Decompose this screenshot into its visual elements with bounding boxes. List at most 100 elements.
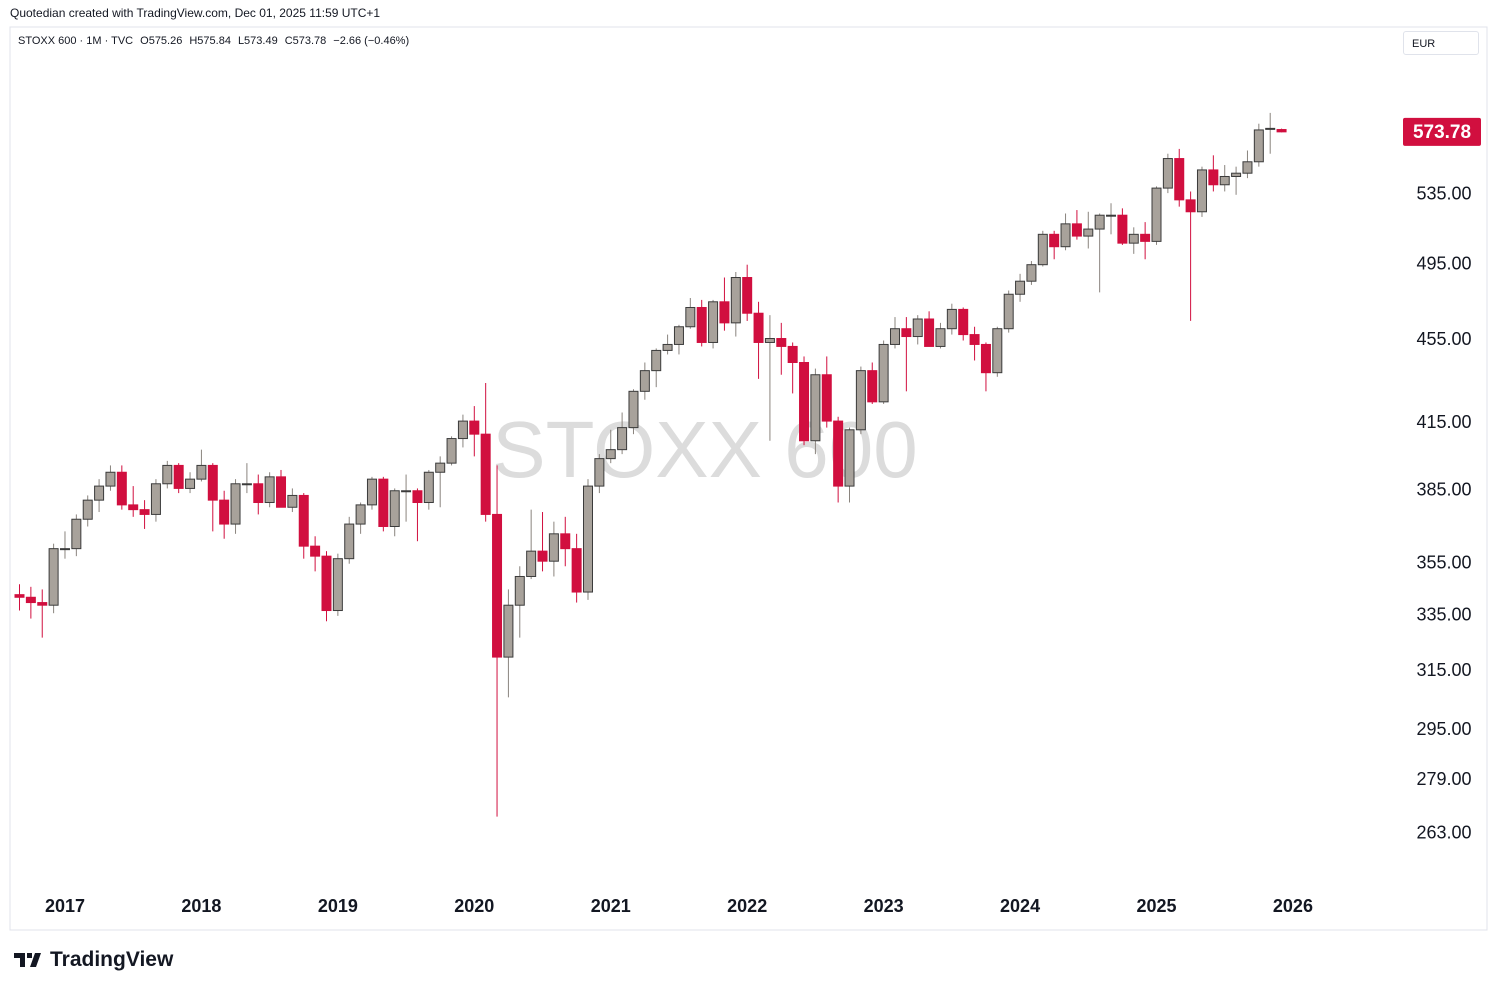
x-tick-label: 2025 [1136,896,1176,916]
candle-body [287,494,298,508]
candle-body [219,499,230,525]
candle-body [548,533,559,562]
candle-body [1253,129,1264,163]
candle-body [753,312,764,343]
y-tick-label: 315.00 [1416,660,1471,680]
candle-body [276,476,287,508]
y-tick-label: 335.00 [1416,605,1471,625]
candle-body [935,328,946,347]
candle-body [537,550,548,562]
last-price-box [1403,117,1481,146]
currency-button[interactable]: EUR [1403,31,1479,55]
candle-body [366,478,377,506]
candle-body [128,504,139,511]
candle-body [628,390,639,429]
y-tick-label: 295.00 [1416,719,1471,739]
candle-body [310,545,321,557]
candle-body [1196,169,1207,213]
candle-body [912,318,923,338]
candle-body [810,374,821,442]
candle-body [94,485,105,501]
candle-body [173,464,184,489]
candle-body [901,328,912,338]
candle-body [855,370,866,431]
x-tick-label: 2022 [727,896,767,916]
candle-body [1276,129,1287,133]
candle-body [355,504,366,525]
candle-body [71,518,82,550]
candle-body [685,306,696,328]
x-tick-label: 2017 [45,896,85,916]
candle-body [867,370,878,403]
candle-body [378,478,389,527]
candle-body [253,483,264,504]
candle-body [821,374,832,422]
candle-body [719,301,730,324]
candle-body [150,483,161,515]
candle-body [844,429,855,487]
legend-item: L573.49 [237,35,278,47]
candle-body [1049,233,1060,248]
candle-body [1140,233,1151,242]
candle-body [37,602,48,606]
y-tick-label: 415.00 [1416,412,1471,432]
candle-body [412,490,423,504]
legend-item: H575.84 [189,35,231,47]
candle-body [1128,233,1139,244]
y-tick-label: 495.00 [1416,253,1471,273]
candle-body [82,499,93,520]
candle-body [401,490,412,493]
candle-body [139,509,150,515]
candle-body [1117,214,1128,244]
candle-body [1185,199,1196,213]
candle-body [492,513,503,658]
y-tick-label: 385.00 [1416,480,1471,500]
candle-body [639,370,650,392]
legend-item: STOXX 600 · 1M · TVC [18,35,134,47]
credit: Quotedian created with TradingView.com, … [10,6,381,20]
candle-body [764,338,775,343]
candle-body [708,301,719,343]
candle-body [833,420,844,487]
candle-body [526,550,537,577]
y-tick-label: 355.00 [1416,552,1471,572]
candle-body [1231,172,1242,177]
candle-body [207,464,218,501]
y-tick-label: 535.00 [1416,184,1471,204]
brand-text: TradingView [50,948,174,971]
brand: TradingView [14,948,173,972]
candle-body [617,427,628,451]
candle-body [48,548,59,606]
candle-body [878,343,889,403]
candle-body [924,318,935,347]
candle-body [1208,169,1219,186]
candle-body [116,471,127,506]
candle-body [673,326,684,345]
legend-item: O575.26 [140,35,183,47]
candle-body [241,483,252,486]
candle-body [14,594,25,598]
candle-body [742,277,753,314]
candle-body [423,471,434,504]
candle-body [730,277,741,324]
candle-body [469,420,480,435]
y-tick-label: 279.00 [1416,769,1471,789]
candle-body [230,483,241,525]
candle-body [1060,223,1071,248]
candle-body [105,471,116,487]
candle-body [1242,161,1253,174]
candle-body [1265,127,1276,130]
candle-body [776,338,787,347]
candle-body [1094,214,1105,230]
candle-body [196,464,207,480]
candle-body [605,449,616,460]
y-tick-label: 455.00 [1416,329,1471,349]
x-tick-label: 2019 [318,896,358,916]
candle-body [1083,228,1094,237]
x-tick-label: 2024 [1000,896,1040,916]
candle-body [958,308,969,336]
candle-body [787,345,798,364]
candle-body [1015,280,1026,295]
candle-body [1151,187,1162,242]
